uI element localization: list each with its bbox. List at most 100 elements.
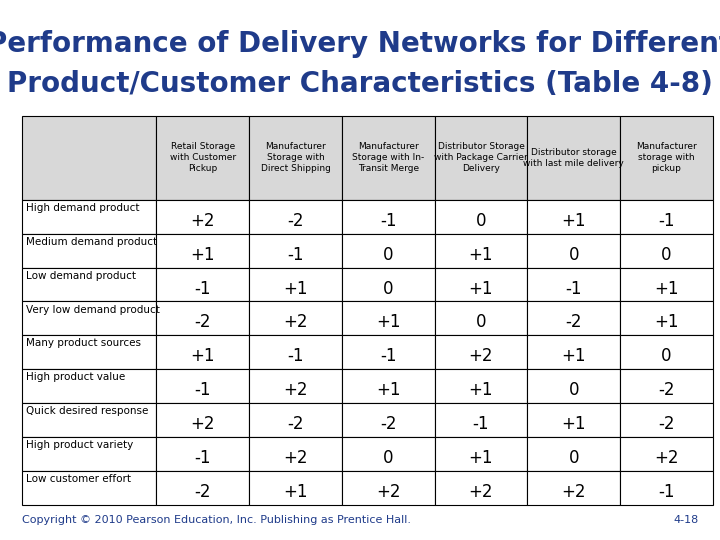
Bar (342, 437, 435, 471)
Text: Very low demand product: Very low demand product (26, 305, 160, 314)
Text: Manufacturer
Storage with In-
Transit Merge: Manufacturer Storage with In- Transit Me… (352, 143, 424, 173)
Bar (249, 403, 342, 437)
Text: Medium demand product: Medium demand product (26, 237, 157, 247)
Text: 0: 0 (569, 246, 579, 264)
Text: +1: +1 (562, 415, 586, 433)
Bar (249, 471, 342, 505)
Bar (527, 267, 620, 301)
Text: -1: -1 (380, 347, 397, 366)
Bar (22, 200, 156, 234)
Bar (620, 267, 713, 301)
Text: +1: +1 (283, 483, 307, 501)
Bar (156, 301, 249, 335)
Text: +2: +2 (191, 415, 215, 433)
Bar (527, 301, 620, 335)
Bar (527, 200, 620, 234)
Bar (342, 335, 435, 369)
Text: High product variety: High product variety (26, 440, 133, 450)
Text: Low customer effort: Low customer effort (26, 474, 131, 484)
Text: +1: +1 (469, 280, 493, 298)
Bar (342, 200, 435, 234)
Text: 0: 0 (476, 212, 486, 230)
Bar (435, 301, 527, 335)
Bar (249, 200, 342, 234)
Bar (156, 471, 249, 505)
Text: -1: -1 (194, 381, 211, 399)
Text: -2: -2 (565, 313, 582, 332)
Text: +2: +2 (191, 212, 215, 230)
Bar (22, 437, 156, 471)
Bar (156, 437, 249, 471)
Bar (22, 116, 156, 200)
Bar (620, 234, 713, 267)
Bar (249, 335, 342, 369)
Bar (527, 369, 620, 403)
Text: +1: +1 (283, 280, 307, 298)
Bar (342, 234, 435, 267)
Text: +2: +2 (654, 449, 679, 467)
Bar (435, 437, 527, 471)
Text: -1: -1 (287, 347, 304, 366)
Text: Manufacturer
storage with
pickup: Manufacturer storage with pickup (636, 143, 697, 173)
Text: 0: 0 (569, 381, 579, 399)
Text: -1: -1 (287, 246, 304, 264)
Bar (156, 234, 249, 267)
Text: -2: -2 (287, 415, 304, 433)
Bar (342, 369, 435, 403)
Bar (342, 116, 435, 200)
Text: 4-18: 4-18 (673, 515, 698, 525)
Text: +1: +1 (654, 313, 679, 332)
Text: -2: -2 (287, 212, 304, 230)
Bar (527, 335, 620, 369)
Text: 0: 0 (383, 449, 393, 467)
Bar (435, 234, 527, 267)
Text: Low demand product: Low demand product (26, 271, 136, 281)
Bar (435, 267, 527, 301)
Text: 0: 0 (569, 449, 579, 467)
Text: +1: +1 (376, 313, 400, 332)
Bar (435, 369, 527, 403)
Text: +1: +1 (191, 347, 215, 366)
Text: 0: 0 (476, 313, 486, 332)
Bar (22, 267, 156, 301)
Bar (435, 116, 527, 200)
Text: -1: -1 (565, 280, 582, 298)
Text: -2: -2 (658, 415, 675, 433)
Text: -2: -2 (194, 483, 211, 501)
Bar (249, 116, 342, 200)
Bar (527, 234, 620, 267)
Text: +1: +1 (562, 347, 586, 366)
Bar (22, 301, 156, 335)
Text: 0: 0 (661, 347, 672, 366)
Bar (435, 403, 527, 437)
Text: +2: +2 (376, 483, 400, 501)
Text: High demand product: High demand product (26, 203, 139, 213)
Text: +2: +2 (469, 347, 493, 366)
Text: -1: -1 (658, 212, 675, 230)
Text: Distributor storage
with last mile delivery: Distributor storage with last mile deliv… (523, 148, 624, 168)
Bar (22, 471, 156, 505)
Text: 0: 0 (383, 280, 393, 298)
Text: +1: +1 (191, 246, 215, 264)
Text: -2: -2 (194, 313, 211, 332)
Bar (156, 335, 249, 369)
Bar (342, 267, 435, 301)
Text: 0: 0 (661, 246, 672, 264)
Bar (620, 471, 713, 505)
Bar (22, 403, 156, 437)
Bar (249, 301, 342, 335)
Bar (527, 471, 620, 505)
Bar (435, 200, 527, 234)
Text: Distributor Storage
with Package Carrier
Delivery: Distributor Storage with Package Carrier… (434, 143, 528, 173)
Bar (342, 403, 435, 437)
Bar (620, 335, 713, 369)
Bar (527, 403, 620, 437)
Bar (156, 200, 249, 234)
Bar (527, 116, 620, 200)
Bar (22, 369, 156, 403)
Text: -1: -1 (658, 483, 675, 501)
Text: +1: +1 (654, 280, 679, 298)
Bar (156, 369, 249, 403)
Bar (435, 335, 527, 369)
Bar (249, 267, 342, 301)
